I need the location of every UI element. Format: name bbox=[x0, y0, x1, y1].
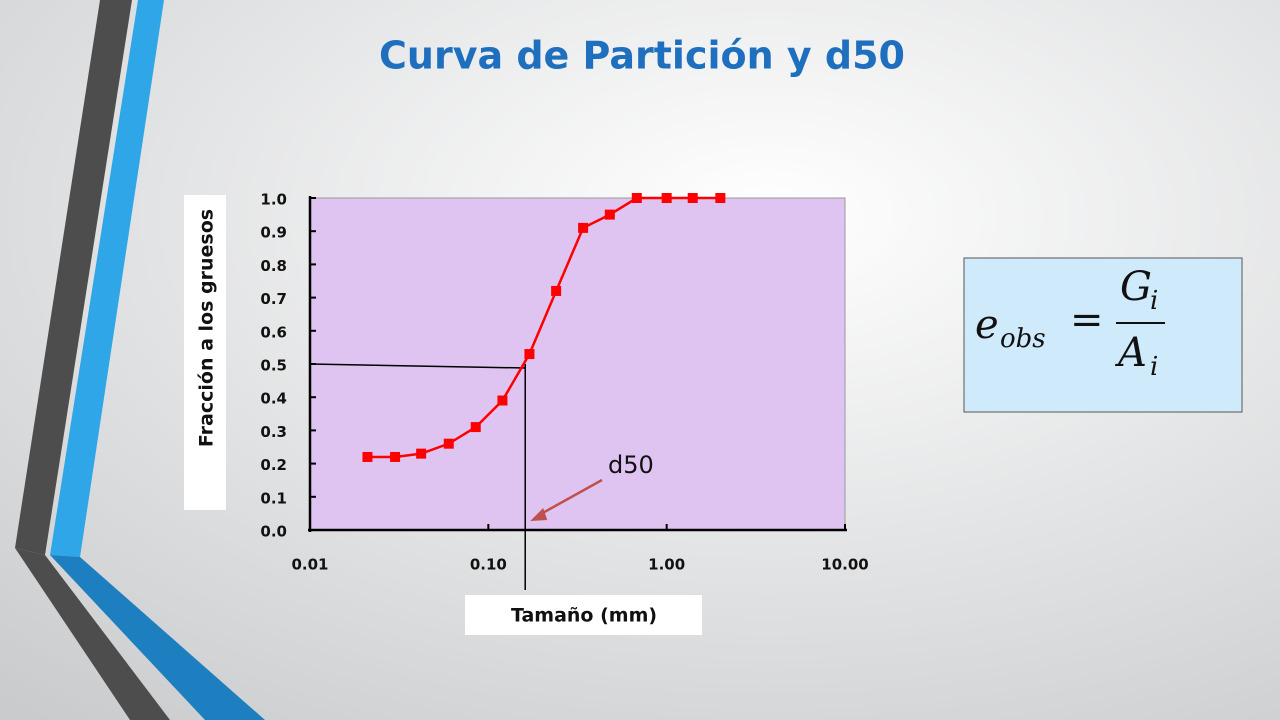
data-point bbox=[687, 193, 698, 203]
y-tick-label: 0.8 bbox=[260, 257, 287, 275]
x-tick-label: 0.10 bbox=[470, 556, 507, 574]
formula-lhs: e bbox=[975, 302, 999, 348]
formula-den-sub: i bbox=[1150, 352, 1158, 382]
data-point bbox=[578, 222, 589, 233]
stripe-dark bbox=[15, 0, 132, 555]
chart: 0.0 0.1 0.2 0.3 0.4 0.5 0.6 0.7 0.8 0.9 1.0 0.01 0.1… bbox=[260, 191, 869, 590]
data-point bbox=[551, 285, 562, 296]
formula: e obs = G i A i bbox=[975, 264, 1165, 382]
data-point bbox=[416, 448, 427, 459]
x-axis-label: Tamaño (mm) bbox=[511, 605, 657, 627]
data-point bbox=[470, 422, 481, 433]
d50-arrowhead bbox=[530, 508, 548, 521]
y-tick-label: 0.6 bbox=[260, 323, 287, 341]
slide-title: Curva de Partición y d50 bbox=[379, 34, 905, 78]
data-point bbox=[604, 209, 615, 220]
data-point bbox=[390, 451, 401, 462]
plot-area bbox=[309, 197, 846, 531]
data-point bbox=[715, 193, 726, 203]
y-axis-label: Fracción a los gruesos bbox=[196, 209, 218, 447]
y-tick-label: 0.3 bbox=[260, 423, 287, 441]
y-tick-label: 0.1 bbox=[260, 489, 287, 507]
data-point bbox=[524, 349, 535, 360]
y-label-box bbox=[184, 195, 226, 510]
formula-num-sub: i bbox=[1150, 286, 1158, 316]
formula-den: A bbox=[1114, 330, 1147, 376]
formula-eq: = bbox=[1070, 297, 1104, 343]
d50-arrow bbox=[536, 478, 603, 518]
y-tick-label: 0.2 bbox=[260, 456, 287, 474]
y-tick-label: 0.5 bbox=[260, 357, 287, 375]
y-tick-label: 0.0 bbox=[260, 523, 287, 541]
d50-label: d50 bbox=[608, 451, 654, 479]
x-tick-label: 1.00 bbox=[648, 556, 685, 574]
stripe-dark-lower bbox=[15, 548, 170, 720]
x-tick-label: 0.01 bbox=[291, 556, 328, 574]
d50-horizontal bbox=[309, 363, 526, 369]
stripe-blue-lower bbox=[50, 555, 265, 720]
formula-num: G bbox=[1120, 264, 1152, 310]
formula-box bbox=[963, 257, 1243, 413]
data-point bbox=[631, 193, 642, 203]
y-tick-label: 0.9 bbox=[260, 224, 287, 242]
formula-lhs-sub: obs bbox=[1000, 324, 1046, 354]
y-tick-label: 0.7 bbox=[260, 290, 287, 308]
y-tick-label: 1.0 bbox=[260, 191, 287, 209]
x-tick-label: 10.00 bbox=[821, 556, 868, 574]
data-point bbox=[497, 395, 508, 406]
data-point bbox=[661, 193, 672, 203]
y-tick-label: 0.4 bbox=[260, 390, 287, 408]
data-point bbox=[443, 438, 454, 449]
data-point bbox=[362, 451, 373, 462]
stripe-blue bbox=[50, 0, 164, 557]
x-label-box bbox=[465, 595, 702, 635]
